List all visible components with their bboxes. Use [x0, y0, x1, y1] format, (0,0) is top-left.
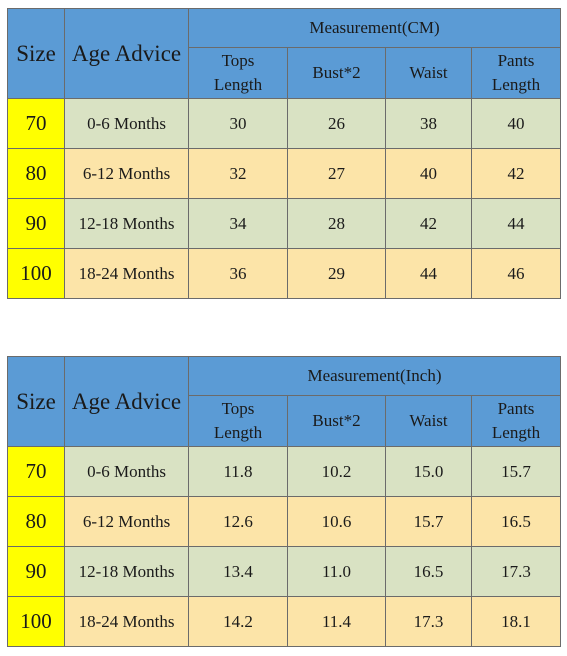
tops-length-cell: 14.2: [188, 596, 288, 647]
waist-cell: 40: [385, 148, 472, 199]
bust-cell: 29: [287, 248, 386, 299]
bust-header: Bust*2: [287, 395, 386, 447]
pants-length-cell: 17.3: [471, 546, 561, 597]
tops-length-cell: 30: [188, 98, 288, 149]
pants-length-cell: 16.5: [471, 496, 561, 547]
measurement-header: Measurement(CM): [188, 8, 561, 48]
age-advice-header: Age Advice: [64, 356, 189, 447]
table-row: 70 0-6 Months 11.8 10.2 15.0 15.7: [7, 446, 561, 497]
size-cell: 70: [7, 446, 65, 497]
table-row: 100 18-24 Months 36 29 44 46: [7, 248, 561, 299]
age-cell: 6-12 Months: [64, 496, 189, 547]
table-row: 70 0-6 Months 30 26 38 40: [7, 98, 561, 149]
waist-header: Waist: [385, 395, 472, 447]
table-row: 80 6-12 Months 12.6 10.6 15.7 16.5: [7, 496, 561, 547]
bust-cell: 10.2: [287, 446, 386, 497]
tops-length-header: Tops Length: [188, 395, 288, 447]
bust-cell: 28: [287, 198, 386, 249]
pants-length-cell: 40: [471, 98, 561, 149]
bust-cell: 11.4: [287, 596, 386, 647]
waist-cell: 16.5: [385, 546, 472, 597]
pants-length-cell: 42: [471, 148, 561, 199]
pants-length-cell: 46: [471, 248, 561, 299]
tops-length-cell: 36: [188, 248, 288, 299]
measurement-header: Measurement(Inch): [188, 356, 561, 396]
age-cell: 18-24 Months: [64, 596, 189, 647]
tops-length-cell: 32: [188, 148, 288, 199]
waist-header: Waist: [385, 47, 472, 99]
tops-length-cell: 13.4: [188, 546, 288, 597]
bust-cell: 10.6: [287, 496, 386, 547]
size-cell: 80: [7, 148, 65, 199]
size-cell: 90: [7, 198, 65, 249]
size-header: Size: [7, 8, 65, 99]
tops-length-header: Tops Length: [188, 47, 288, 99]
waist-cell: 17.3: [385, 596, 472, 647]
tops-length-cell: 12.6: [188, 496, 288, 547]
waist-cell: 15.0: [385, 446, 472, 497]
table-row: 90 12-18 Months 13.4 11.0 16.5 17.3: [7, 546, 561, 597]
table-row: 90 12-18 Months 34 28 42 44: [7, 198, 561, 249]
age-cell: 18-24 Months: [64, 248, 189, 299]
bust-header: Bust*2: [287, 47, 386, 99]
pants-length-header: Pants Length: [471, 395, 561, 447]
tops-length-cell: 34: [188, 198, 288, 249]
size-cell: 70: [7, 98, 65, 149]
age-cell: 0-6 Months: [64, 98, 189, 149]
size-cell: 80: [7, 496, 65, 547]
table-row: 80 6-12 Months 32 27 40 42: [7, 148, 561, 199]
waist-cell: 15.7: [385, 496, 472, 547]
size-cell: 100: [7, 596, 65, 647]
size-header: Size: [7, 356, 65, 447]
bust-cell: 27: [287, 148, 386, 199]
waist-cell: 42: [385, 198, 472, 249]
waist-cell: 44: [385, 248, 472, 299]
pants-length-header: Pants Length: [471, 47, 561, 99]
age-cell: 12-18 Months: [64, 198, 189, 249]
age-advice-header: Age Advice: [64, 8, 189, 99]
age-cell: 0-6 Months: [64, 446, 189, 497]
size-cell: 90: [7, 546, 65, 597]
waist-cell: 38: [385, 98, 472, 149]
pants-length-cell: 18.1: [471, 596, 561, 647]
bust-cell: 11.0: [287, 546, 386, 597]
age-cell: 12-18 Months: [64, 546, 189, 597]
bust-cell: 26: [287, 98, 386, 149]
cm-size-table: Size Age Advice Measurement(CM) Tops Leng…: [7, 8, 561, 299]
tops-length-cell: 11.8: [188, 446, 288, 497]
table-row: 100 18-24 Months 14.2 11.4 17.3 18.1: [7, 596, 561, 647]
pants-length-cell: 15.7: [471, 446, 561, 497]
inch-size-table: Size Age Advice Measurement(Inch) Tops Le…: [7, 356, 561, 647]
pants-length-cell: 44: [471, 198, 561, 249]
age-cell: 6-12 Months: [64, 148, 189, 199]
size-cell: 100: [7, 248, 65, 299]
